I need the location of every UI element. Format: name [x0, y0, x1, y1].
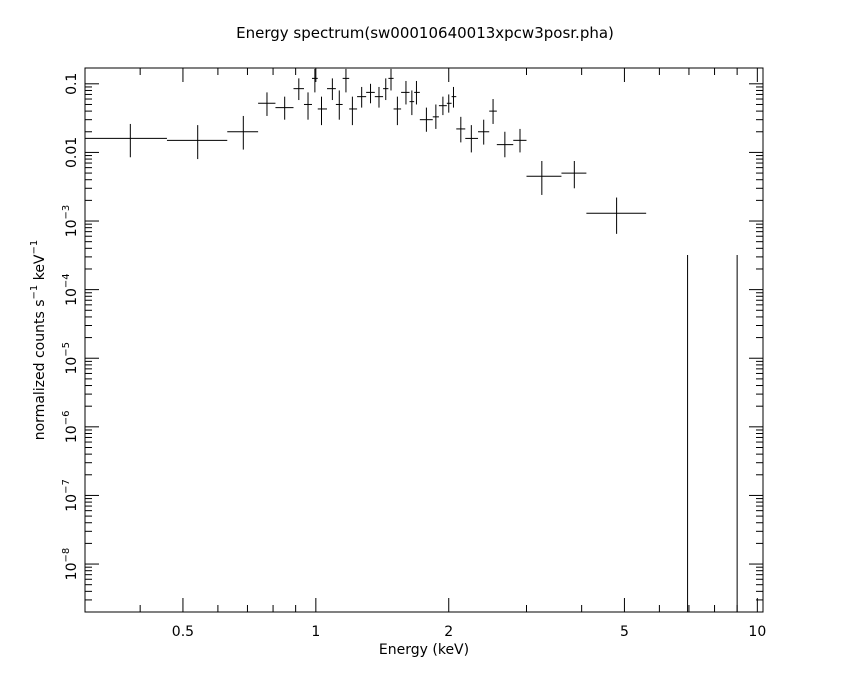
data-point	[317, 96, 328, 126]
x-tick-labels: 0.5 1 2 5 10	[172, 624, 766, 640]
data-point	[303, 92, 312, 120]
data-point	[293, 78, 304, 101]
y-tick-exp: −4	[61, 273, 72, 288]
data-point	[374, 86, 384, 108]
data-point	[432, 104, 439, 129]
y-tick-label: 10−3	[61, 205, 80, 238]
data-point	[311, 68, 318, 93]
x-tick-label: 2	[444, 624, 453, 640]
y-tick-exp: −7	[61, 479, 72, 494]
data-point	[451, 86, 457, 108]
y-tick-label: 10−7	[61, 479, 80, 512]
data-point	[489, 99, 497, 124]
x-tick-label: 5	[620, 624, 629, 640]
y-tick-exp: −5	[61, 342, 72, 357]
y-tick-base: 10	[64, 288, 80, 306]
chart-title: Energy spectrum(sw00010640013xpcw3posr.p…	[236, 24, 614, 42]
data-point	[275, 96, 294, 120]
data-point	[526, 160, 562, 195]
data-point	[456, 116, 466, 143]
y-tick-base: 0.1	[64, 73, 80, 95]
data-point	[478, 119, 490, 145]
y-tick-label: 10−8	[61, 548, 80, 581]
y-tick-exp: −6	[61, 411, 72, 426]
data-point	[366, 83, 375, 104]
y-tick-base: 10	[64, 494, 80, 512]
data-point	[438, 96, 447, 116]
x-tick-label: 1	[311, 624, 320, 640]
data-point	[166, 125, 228, 160]
x-tick-label: 0.5	[172, 624, 194, 640]
data-point	[465, 125, 479, 153]
y-axis-label-exp1: −1	[29, 285, 40, 300]
x-axis-label: Energy (keV)	[379, 642, 469, 658]
y-tick-label: 10−4	[61, 273, 80, 306]
data-point	[513, 128, 527, 153]
y-tick-exp: −3	[61, 205, 72, 220]
data-point	[393, 96, 402, 126]
data-point	[327, 78, 336, 101]
data-point	[401, 80, 410, 105]
data-point	[349, 96, 358, 126]
data-point	[561, 160, 587, 189]
axis-ticks	[84, 68, 763, 613]
data-point	[357, 86, 367, 108]
data-point	[409, 90, 415, 116]
data-point	[419, 107, 433, 132]
data-point	[227, 115, 259, 150]
data-point	[258, 92, 276, 116]
data-point	[414, 80, 420, 105]
y-tick-label: 0.1	[64, 73, 80, 95]
y-tick-base: 0.01	[64, 137, 80, 168]
data-point	[446, 94, 452, 113]
data-point	[496, 131, 514, 158]
x-tick-label: 10	[748, 624, 766, 640]
y-tick-label: 0.01	[64, 137, 80, 168]
y-tick-base: 10	[64, 425, 80, 443]
y-tick-base: 10	[64, 563, 80, 581]
data-point	[342, 68, 350, 93]
y-axis-label-exp2: −1	[29, 240, 40, 255]
y-tick-label: 10−6	[61, 411, 80, 444]
y-tick-exp: −8	[61, 548, 72, 563]
data-point	[388, 68, 394, 91]
y-axis-label: normalized counts s−1 keV−1	[29, 240, 48, 441]
data-point	[586, 197, 647, 234]
data-point	[85, 123, 167, 158]
data-points	[85, 68, 738, 612]
y-tick-base: 10	[64, 219, 80, 237]
y-axis-label-mid: keV	[32, 254, 48, 285]
y-tick-base: 10	[64, 357, 80, 375]
plot-frame	[84, 67, 764, 613]
data-point	[383, 78, 389, 101]
y-axis-label-text: normalized counts s	[32, 299, 48, 440]
data-point	[335, 90, 343, 120]
y-tick-label: 10−5	[61, 342, 80, 375]
